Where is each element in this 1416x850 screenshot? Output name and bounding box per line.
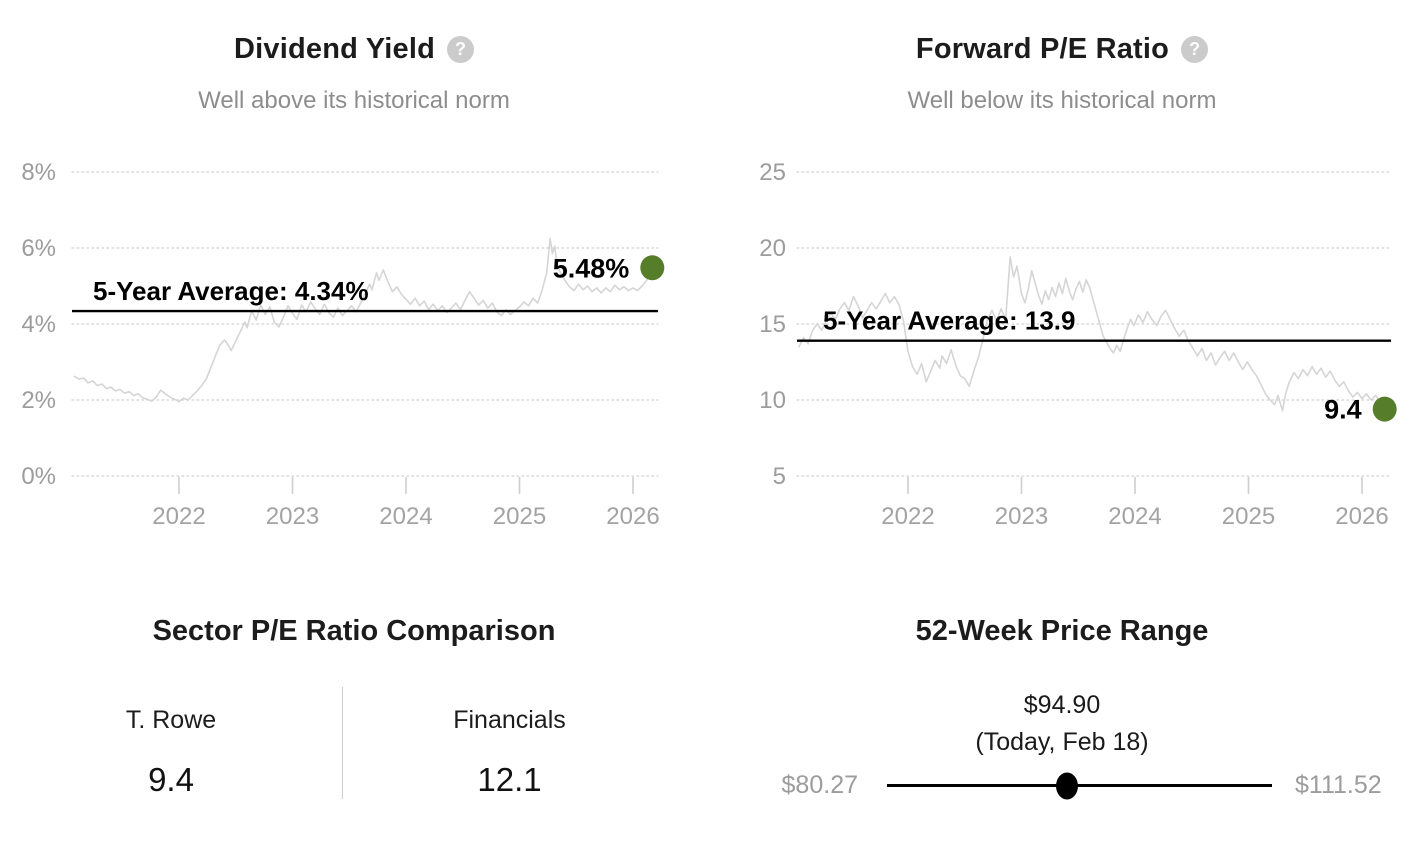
x-axis-tick-label: 2026 [1335,503,1388,530]
range-high-label: $111.52 [1295,771,1382,799]
x-axis-tick-label: 2023 [995,503,1048,530]
sector-comparison-sector-column: Financials 12.1 [343,685,676,799]
average-label: 5-Year Average: 13.9 [823,306,1075,336]
y-axis-tick-label: 2% [21,387,56,414]
sector-comparison-company-column: T. Rowe 9.4 [0,685,342,799]
dividend-yield-title-row: Dividend Yield ? [0,30,708,68]
x-axis-tick-label: 2022 [152,503,205,530]
range-low-label: $80.27 [781,771,858,799]
y-axis-tick-label: 25 [759,159,786,186]
series-line [73,237,654,403]
current-value-label: 5.48% [553,253,630,283]
sector-comparison-panel: Sector P/E Ratio Comparison T. Rowe 9.4 … [0,560,708,850]
current-value-label: 9.4 [1324,395,1362,425]
y-axis-tick-label: 8% [21,159,56,186]
price-range-title: 52-Week Price Range [915,615,1209,647]
current-value-marker [1372,396,1397,422]
price-range-slider: $80.27 $111.52 [708,770,1416,800]
company-pe-value: 9.4 [148,761,194,798]
current-price: $94.90 [1023,691,1101,719]
column-divider [342,687,343,799]
x-axis-tick-label: 2023 [266,503,319,530]
sector-comparison-columns: T. Rowe 9.4 Financials 12.1 [0,685,708,800]
y-axis-tick-label: 10 [759,387,786,414]
x-axis-tick-label: 2022 [881,503,934,530]
x-axis-tick-label: 2024 [1108,503,1161,530]
series-line [798,256,1386,412]
sector-comparison-title: Sector P/E Ratio Comparison [152,615,556,647]
current-price-marker [1056,772,1079,799]
help-icon[interactable]: ? [1181,35,1209,63]
dividend-yield-panel: Dividend Yield ? Well above its historic… [0,0,708,560]
company-label: T. Rowe [125,706,217,734]
dividend-yield-title: Dividend Yield [233,32,435,65]
x-axis-tick-label: 2025 [1222,503,1275,530]
forward-pe-chart: 25 20 15 10 5 2022 2023 2024 2025 2026 5-Year Aver… [759,159,1397,530]
sector-label: Financials [453,706,566,734]
y-axis-tick-label: 5 [773,463,786,490]
y-axis-tick-label: 15 [759,311,786,338]
sector-pe-value: 12.1 [477,761,542,798]
y-axis-tick-label: 0% [21,463,56,490]
x-axis-tick-label: 2025 [493,503,546,530]
current-value-marker [640,255,665,281]
forward-pe-panel: Forward P/E Ratio ? Well below its histo… [708,0,1416,560]
price-range-panel: 52-Week Price Range $94.90 (Today, Feb 1… [708,560,1416,850]
forward-pe-title: Forward P/E Ratio [915,32,1170,65]
dividend-yield-subtitle: Well above its historical norm [198,87,510,114]
current-price-date: (Today, Feb 18) [975,728,1149,756]
range-track [887,772,1272,799]
dividend-yield-chart: 8% 6% 4% 2% 0% 2022 2023 2024 2025 2026 5-Year Ave… [21,159,665,530]
x-axis-tick-label: 2026 [606,503,659,530]
y-axis-tick-label: 20 [759,235,786,262]
help-icon[interactable]: ? [447,35,474,63]
y-axis-tick-label: 6% [21,235,56,262]
forward-pe-subtitle: Well below its historical norm [907,87,1217,114]
y-axis-tick-label: 4% [21,311,56,338]
x-axis-tick-label: 2024 [379,503,432,530]
forward-pe-title-row: Forward P/E Ratio ? [708,30,1416,68]
average-label: 5-Year Average: 4.34% [93,276,369,306]
